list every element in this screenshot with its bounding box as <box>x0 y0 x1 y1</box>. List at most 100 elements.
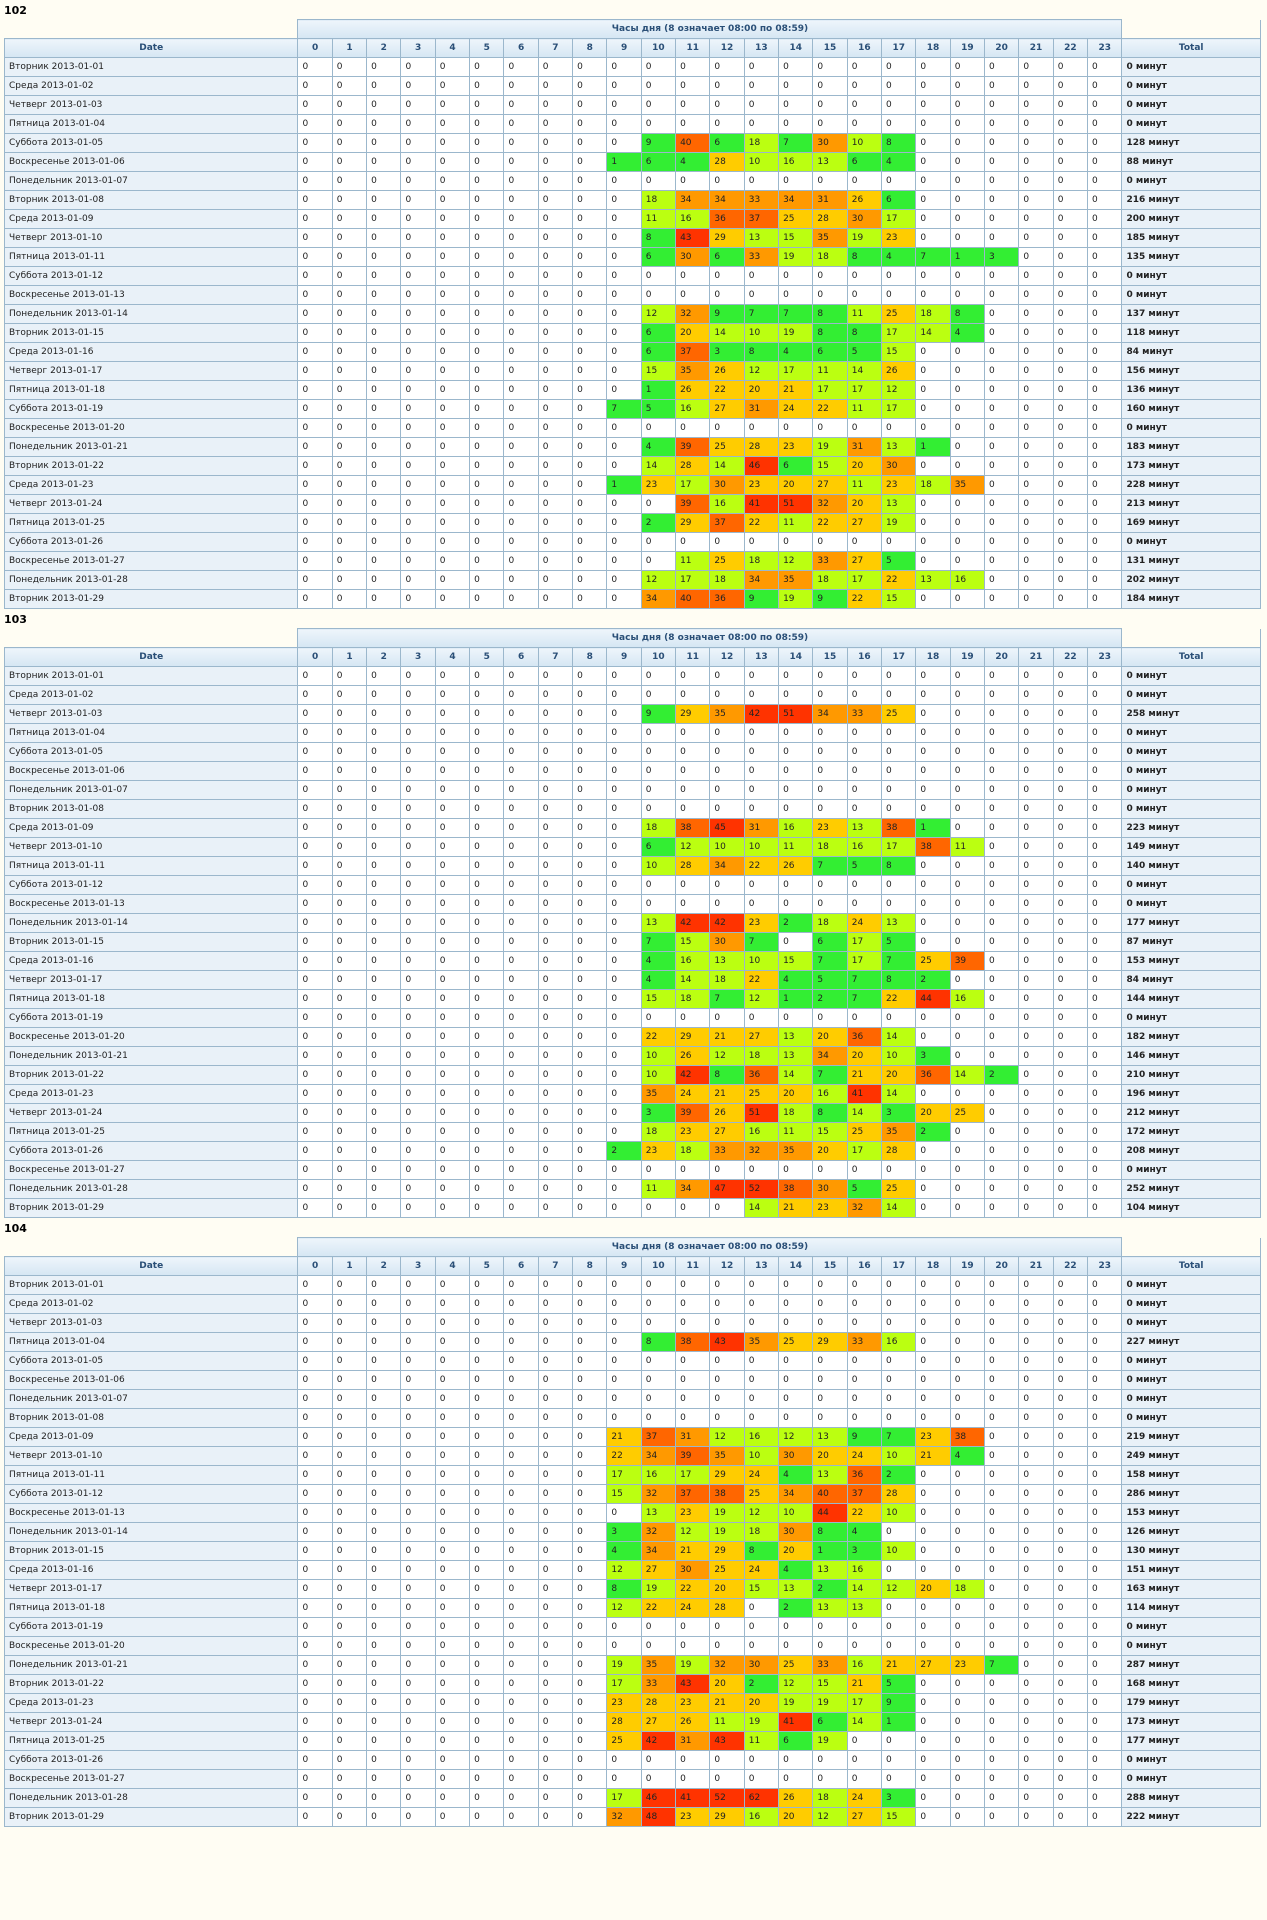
hour-column-header[interactable]: 11 <box>675 38 711 58</box>
date-cell: Четверг 2013-01-17 <box>3 1579 299 1599</box>
hour-column-header[interactable]: 21 <box>1018 647 1054 667</box>
hour-column-header[interactable]: 13 <box>743 1256 780 1276</box>
hour-column-header[interactable]: 17 <box>881 647 917 667</box>
total-column-header[interactable]: Total <box>1121 38 1261 58</box>
total-column-header[interactable]: Total <box>1121 1256 1261 1276</box>
hour-column-header[interactable]: 13 <box>743 647 780 667</box>
hour-column-header[interactable]: 7 <box>537 1256 574 1276</box>
hour-column-header[interactable]: 12 <box>709 38 745 58</box>
total-cell: 130 минут <box>1121 1541 1261 1561</box>
hour-cell: 11 <box>778 837 814 857</box>
hour-column-header[interactable]: 10 <box>640 1256 677 1276</box>
hour-column-header[interactable]: 9 <box>606 1256 642 1276</box>
hour-cell: 0 <box>949 1160 986 1180</box>
hour-column-header[interactable]: 14 <box>778 647 814 667</box>
hour-column-header[interactable]: 18 <box>915 647 951 667</box>
hour-column-header[interactable]: 3 <box>400 38 436 58</box>
hour-column-header[interactable]: 7 <box>537 38 574 58</box>
hour-column-header[interactable]: 18 <box>915 38 951 58</box>
date-column-header[interactable]: Date <box>3 1256 299 1276</box>
hour-column-header[interactable]: 11 <box>675 1256 711 1276</box>
hour-column-header[interactable]: 8 <box>572 647 608 667</box>
hour-column-header[interactable]: 9 <box>606 38 642 58</box>
hour-column-header[interactable]: 2 <box>366 38 402 58</box>
hour-column-header[interactable]: 6 <box>503 38 539 58</box>
hour-column-header[interactable]: 11 <box>675 647 711 667</box>
hour-cell: 0 <box>606 532 642 552</box>
hour-column-header[interactable]: 12 <box>709 1256 745 1276</box>
hour-column-header[interactable]: 23 <box>1087 1256 1123 1276</box>
hour-column-header[interactable]: 1 <box>331 38 368 58</box>
hour-column-header[interactable]: 13 <box>743 38 780 58</box>
total-cell: 0 минут <box>1121 780 1261 800</box>
hour-cell: 0 <box>743 1160 780 1180</box>
hour-column-header[interactable]: 15 <box>812 38 848 58</box>
hour-column-header[interactable]: 9 <box>606 647 642 667</box>
hour-column-header[interactable]: 19 <box>949 647 986 667</box>
hour-column-header[interactable]: 4 <box>434 647 471 667</box>
hour-cell: 0 <box>572 780 608 800</box>
hour-cell: 0 <box>434 1408 471 1428</box>
hour-column-header[interactable]: 22 <box>1052 38 1089 58</box>
table-row: Понедельник 2013-01-28 0 0 0 0 0 0 0 0 0 17 46 41 52 6… <box>3 1788 1261 1808</box>
hour-column-header[interactable]: 21 <box>1018 1256 1054 1276</box>
hour-column-header[interactable]: 16 <box>846 38 883 58</box>
hour-column-header[interactable]: 4 <box>434 38 471 58</box>
hour-column-header[interactable]: 5 <box>469 38 505 58</box>
hour-column-header[interactable]: 1 <box>331 647 368 667</box>
hour-column-header[interactable]: 0 <box>297 647 333 667</box>
hour-column-header[interactable]: 0 <box>297 38 333 58</box>
hour-column-header[interactable]: 22 <box>1052 647 1089 667</box>
hour-column-header[interactable]: 15 <box>812 1256 848 1276</box>
date-column-header[interactable]: Date <box>3 647 299 667</box>
hour-column-header[interactable]: 17 <box>881 38 917 58</box>
hour-column-header[interactable]: 22 <box>1052 1256 1089 1276</box>
hour-column-header[interactable]: 6 <box>503 647 539 667</box>
hour-column-header[interactable]: 15 <box>812 647 848 667</box>
hour-column-header[interactable]: 0 <box>297 1256 333 1276</box>
date-cell: Суббота 2013-01-12 <box>3 266 299 286</box>
hour-column-header[interactable]: 20 <box>984 38 1020 58</box>
hour-column-header[interactable]: 5 <box>469 1256 505 1276</box>
hour-cell: 0 <box>503 1693 539 1713</box>
hour-column-header[interactable]: 7 <box>537 647 574 667</box>
hour-column-header[interactable]: 3 <box>400 1256 436 1276</box>
hour-column-header[interactable]: 16 <box>846 1256 883 1276</box>
hour-cell: 5 <box>846 856 883 876</box>
hour-column-header[interactable]: 12 <box>709 647 745 667</box>
hour-column-header[interactable]: 17 <box>881 1256 917 1276</box>
hour-column-header[interactable]: 8 <box>572 1256 608 1276</box>
hour-column-header[interactable]: 19 <box>949 38 986 58</box>
hour-column-header[interactable]: 10 <box>640 38 677 58</box>
hour-column-header[interactable]: 23 <box>1087 647 1123 667</box>
hour-column-header[interactable]: 14 <box>778 38 814 58</box>
hour-cell: 29 <box>675 704 711 724</box>
total-column-header[interactable]: Total <box>1121 647 1261 667</box>
hour-column-header[interactable]: 4 <box>434 1256 471 1276</box>
hour-column-header[interactable]: 14 <box>778 1256 814 1276</box>
hour-column-header[interactable]: 20 <box>984 647 1020 667</box>
hour-column-header[interactable]: 18 <box>915 1256 951 1276</box>
table-row: Вторник 2013-01-08 0 0 0 0 0 0 0 0 0 0 18 34 34 33 34 31… <box>3 190 1261 210</box>
hour-column-header[interactable]: 23 <box>1087 38 1123 58</box>
hour-column-header[interactable]: 19 <box>949 1256 986 1276</box>
hour-column-header[interactable]: 16 <box>846 647 883 667</box>
hour-column-header[interactable]: 5 <box>469 647 505 667</box>
hour-cell: 0 <box>606 171 642 191</box>
hour-cell: 0 <box>1018 1636 1054 1656</box>
date-column-header[interactable]: Date <box>3 38 299 58</box>
hour-cell: 0 <box>469 1484 505 1504</box>
hour-column-header[interactable]: 10 <box>640 647 677 667</box>
hour-column-header[interactable]: 2 <box>366 647 402 667</box>
hour-column-header[interactable]: 8 <box>572 38 608 58</box>
hour-column-header[interactable]: 21 <box>1018 38 1054 58</box>
hour-column-header[interactable]: 3 <box>400 647 436 667</box>
hour-cell: 0 <box>778 1351 814 1371</box>
hour-column-header[interactable]: 2 <box>366 1256 402 1276</box>
hour-cell: 34 <box>709 856 745 876</box>
hour-column-header[interactable]: 1 <box>331 1256 368 1276</box>
date-cell: Четверг 2013-01-24 <box>3 1712 299 1732</box>
hour-column-header[interactable]: 6 <box>503 1256 539 1276</box>
date-cell: Среда 2013-01-09 <box>3 1427 299 1447</box>
hour-column-header[interactable]: 20 <box>984 1256 1020 1276</box>
